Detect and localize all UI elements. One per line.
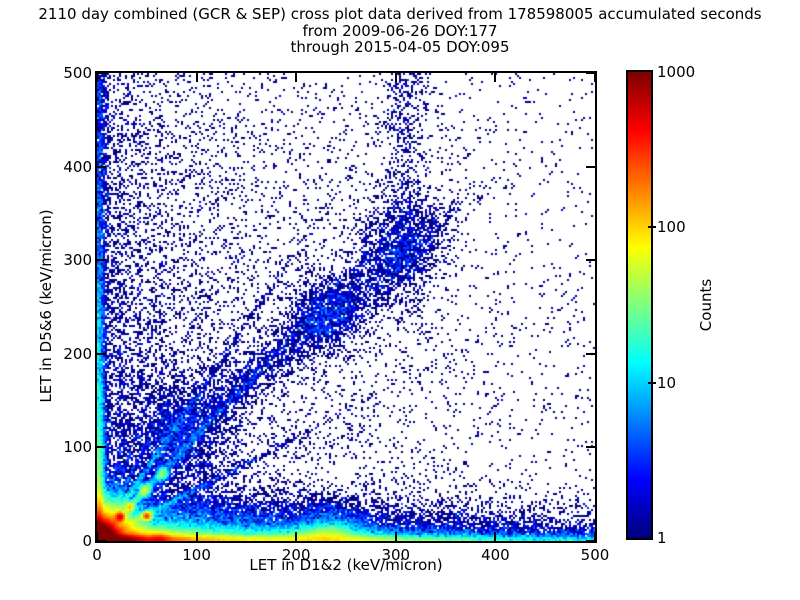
chart-title-line1: 2110 day combined (GCR & SEP) cross plot… — [38, 5, 762, 23]
x-axis-tick — [594, 532, 596, 541]
y-axis-tick — [97, 540, 106, 542]
x-axis-tick-top — [195, 73, 198, 82]
x-axis-tick-label: 100 — [182, 546, 211, 564]
x-axis-tick-label: 400 — [481, 546, 510, 564]
x-axis-tick — [494, 532, 497, 541]
colorbar-canvas — [628, 72, 651, 538]
y-axis-tick-label: 500 — [63, 64, 92, 82]
x-axis-tick — [195, 532, 198, 541]
x-axis-tick-label: 0 — [92, 546, 102, 564]
colorbar-tick — [648, 226, 656, 229]
x-axis-tick — [295, 532, 298, 541]
y-axis-label: LET in D5&6 (keV/micron) — [37, 209, 55, 403]
colorbar-tick-label: 10 — [657, 373, 677, 392]
x-axis-tick-label: 200 — [281, 546, 311, 564]
chart-title-line2: from 2009-06-26 DOY:177 — [302, 21, 498, 40]
colorbar-frame — [626, 70, 653, 540]
chart-title-block: 2110 day combined (GCR & SEP) cross plot… — [0, 6, 800, 56]
y-axis-tick-label: 300 — [63, 251, 92, 270]
y-axis-tick-label: 400 — [63, 157, 92, 176]
chart-title-line3: through 2015-04-05 DOY:095 — [290, 38, 510, 56]
y-axis-tick-right — [586, 352, 595, 355]
colorbar-tick-label: 1000 — [657, 63, 696, 81]
y-axis-tick-label: 0 — [82, 532, 92, 550]
plot-frame — [95, 71, 597, 543]
y-axis-tick-right — [586, 165, 595, 168]
y-axis-tick — [97, 446, 106, 449]
x-axis-tick-top — [295, 73, 298, 82]
y-axis-tick-right — [586, 446, 595, 449]
y-axis-tick — [97, 72, 106, 74]
x-axis-tick — [96, 532, 98, 541]
y-axis-tick — [97, 165, 106, 168]
y-axis-tick — [97, 259, 106, 262]
y-axis-tick-label: 200 — [63, 344, 92, 363]
x-axis-tick-top — [594, 73, 596, 82]
x-axis-tick — [394, 532, 397, 541]
colorbar-tick-label: 1 — [657, 529, 667, 547]
y-axis-tick-right — [586, 540, 595, 542]
x-axis-tick-top — [96, 73, 98, 82]
y-axis-tick-right — [586, 259, 595, 262]
x-axis-label: LET in D1&2 (keV/micron) — [249, 556, 443, 574]
y-axis-tick-right — [586, 72, 595, 74]
x-axis-tick-top — [494, 73, 497, 82]
x-axis-tick-label: 500 — [580, 546, 610, 564]
y-axis-tick — [97, 352, 106, 355]
colorbar-tick — [648, 381, 656, 384]
x-axis-tick-label: 300 — [381, 546, 411, 564]
colorbar-tick-label: 100 — [657, 218, 686, 237]
heatmap-canvas — [97, 73, 595, 541]
y-axis-tick-label: 100 — [63, 438, 92, 457]
colorbar-label: Counts — [697, 278, 715, 332]
x-axis-tick-top — [394, 73, 397, 82]
